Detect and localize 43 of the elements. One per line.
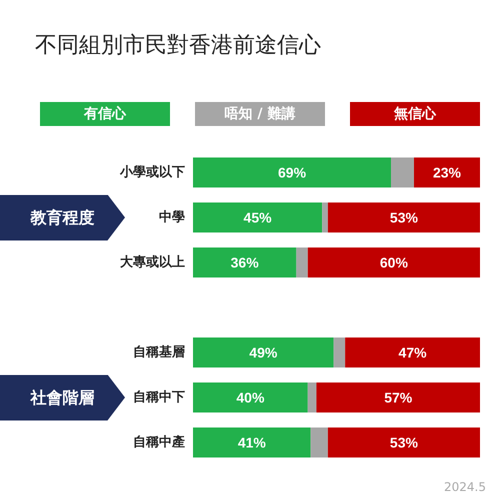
text: 有信心 [40, 102, 170, 126]
bar [308, 248, 480, 278]
data-label: 23% [432, 164, 462, 180]
y-tick-label: 自稱中下 [133, 390, 185, 405]
y-tick-label: 小學或以下 [119, 165, 185, 180]
bar [193, 338, 334, 368]
bar [193, 202, 322, 232]
data-label: 45% [244, 210, 272, 226]
bar [310, 428, 328, 458]
text: 無信心 [350, 102, 480, 126]
data-label: 53% [390, 210, 418, 226]
text: 唔知 / 難講 [195, 102, 325, 126]
data-label: 49% [249, 344, 278, 360]
data-label: 57% [384, 390, 413, 406]
bar [322, 202, 328, 232]
data-label: 47% [398, 344, 428, 360]
text: 社會階層 [0, 374, 125, 420]
bar [328, 428, 480, 458]
data-label: 53% [390, 434, 418, 450]
bar [308, 382, 316, 412]
data-label: 40% [236, 390, 265, 406]
text: 教育程度 [0, 194, 125, 240]
bar [296, 248, 308, 278]
bar [193, 382, 308, 412]
bar [334, 338, 346, 368]
y-tick-label: 自稱基層 [133, 345, 185, 360]
bar [345, 338, 480, 368]
bar [391, 158, 414, 188]
y-tick-label: 自稱中產 [133, 434, 185, 450]
data-label: 41% [238, 434, 266, 450]
bar [193, 158, 392, 188]
bar [193, 248, 296, 278]
bar [193, 428, 311, 458]
bar [316, 382, 480, 412]
data-label: 60% [380, 254, 408, 270]
bar [328, 202, 480, 232]
bar [414, 158, 480, 188]
data-label: 69% [278, 164, 307, 180]
text: 2024.5 [444, 480, 486, 494]
chart-title: 不同組別市民對香港前途信心 [35, 32, 321, 60]
y-tick-label: 大專或以上 [120, 254, 185, 270]
y-tick-label: 中學 [159, 210, 185, 225]
data-label: 36% [230, 254, 260, 270]
